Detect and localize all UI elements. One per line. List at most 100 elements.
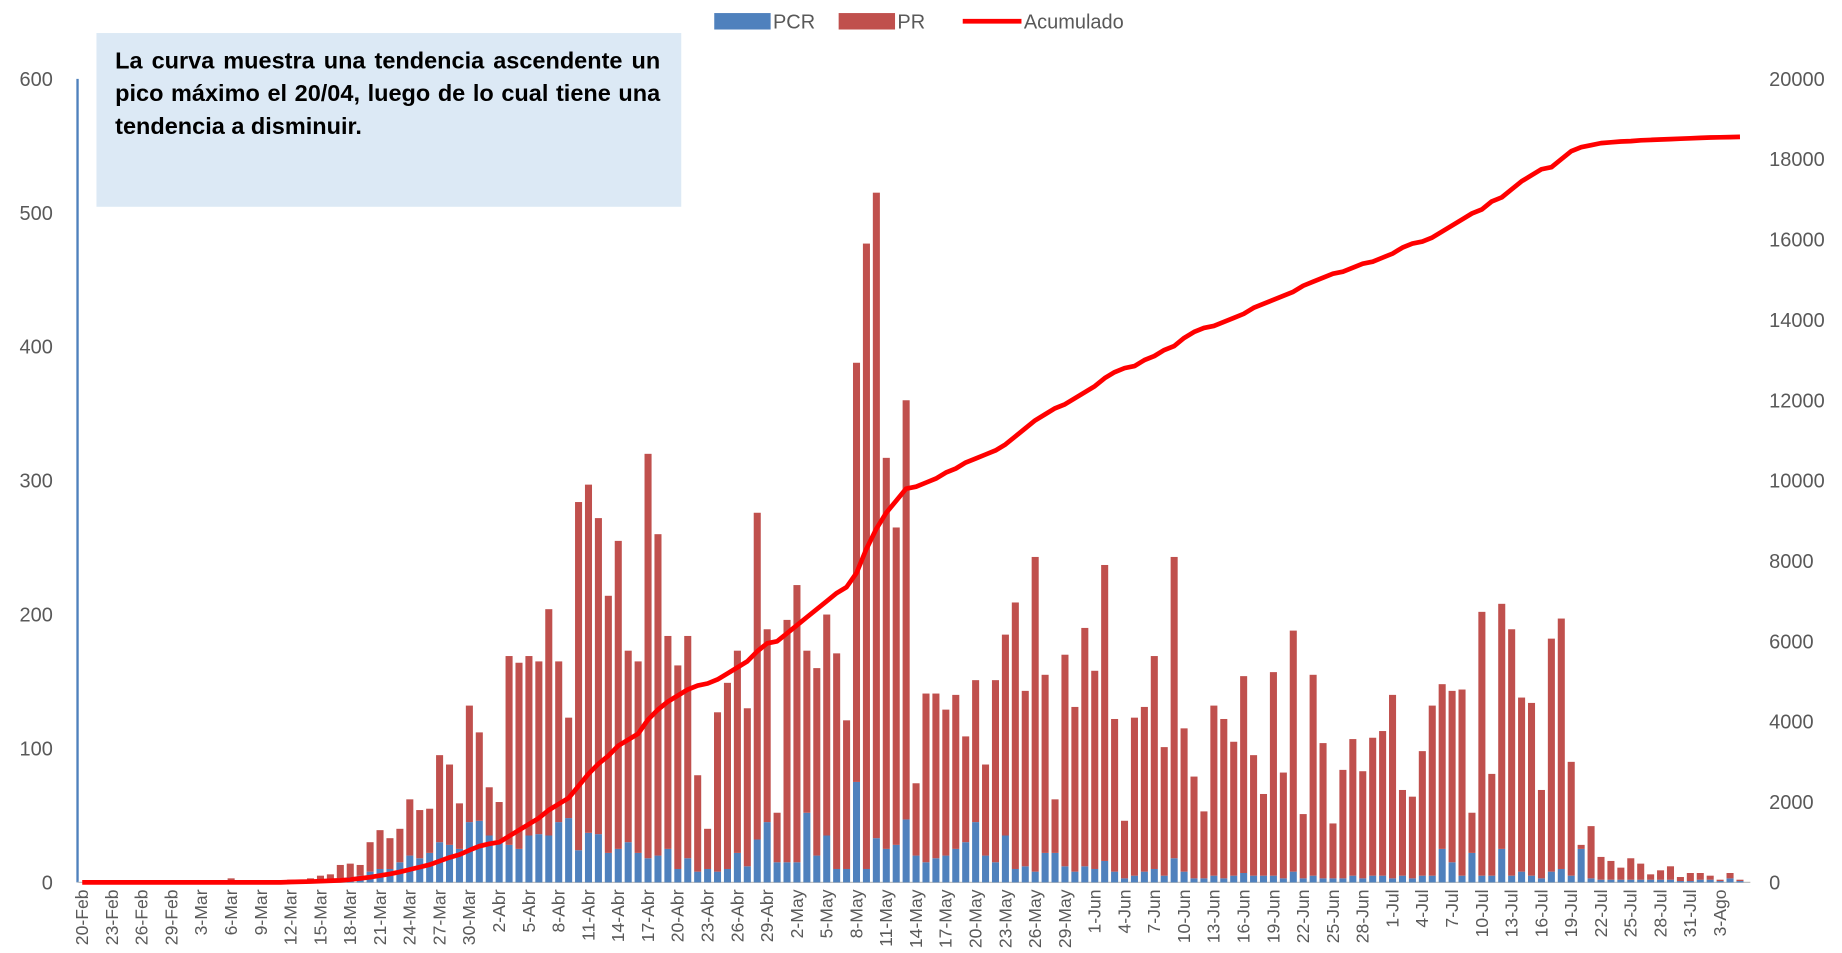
- bar-pr: [922, 693, 930, 863]
- bar-pr: [386, 838, 394, 869]
- bar-pcr: [634, 852, 642, 883]
- bar-pcr: [1130, 875, 1138, 883]
- bar-pr: [654, 534, 662, 856]
- x-tick-label: 16-Jul: [1531, 889, 1551, 937]
- bar-pcr: [1557, 868, 1565, 883]
- x-tick-label: 7-Jun: [1144, 889, 1164, 933]
- x-tick-label: 20-Feb: [72, 889, 92, 945]
- bar-pcr: [922, 862, 930, 883]
- x-tick-label: 14-May: [906, 889, 926, 948]
- bar-pcr: [1607, 879, 1615, 883]
- bar-pr: [1726, 872, 1734, 879]
- x-tick-label: 13-Jun: [1204, 889, 1224, 943]
- bar-pcr: [962, 842, 970, 883]
- x-tick-label: 7-Jul: [1442, 889, 1462, 927]
- bar-pcr: [1269, 875, 1277, 883]
- bar-pcr: [684, 858, 692, 883]
- bar-pcr: [515, 848, 523, 883]
- x-tick-label: 26-Feb: [132, 889, 152, 945]
- bar-pr: [555, 661, 563, 823]
- x-tick-label: 20-Abr: [668, 889, 688, 942]
- x-tick-label: 18-Mar: [340, 889, 360, 945]
- bar-pcr: [1001, 835, 1009, 883]
- annotation: La curva muestra una tendencia ascendent…: [96, 33, 682, 207]
- bar-pcr: [1428, 875, 1436, 883]
- bar-pr: [1557, 618, 1565, 869]
- bar-pr: [1379, 731, 1387, 876]
- bar-pr: [525, 656, 533, 836]
- bar-pr: [565, 717, 573, 819]
- bar-pr: [1349, 739, 1357, 876]
- bar-pcr: [872, 838, 880, 883]
- bar-pcr: [1180, 871, 1188, 883]
- bar-pcr: [912, 855, 920, 883]
- bar-pcr: [793, 862, 801, 883]
- bar-pcr: [982, 855, 990, 883]
- bar-pr: [1597, 856, 1605, 880]
- bar-pcr: [694, 871, 702, 883]
- bar-pr: [326, 874, 334, 880]
- bar-pcr: [1289, 871, 1297, 883]
- bar-pr: [1180, 728, 1188, 872]
- legend-label: PCR: [773, 11, 815, 33]
- bar-pr: [1111, 718, 1119, 872]
- bar-pr: [1160, 747, 1168, 876]
- bar-pr: [783, 619, 791, 863]
- bar-pr: [694, 775, 702, 872]
- bar-pcr: [783, 862, 791, 883]
- bar-pr: [1587, 826, 1595, 879]
- bar-pcr: [852, 781, 861, 883]
- bar-pr: [1329, 823, 1337, 879]
- y2-tick-label: 8000: [1769, 551, 1813, 573]
- bar-pcr: [1121, 878, 1129, 883]
- bar-pcr: [1726, 878, 1734, 883]
- y2-tick-label: 14000: [1769, 310, 1825, 332]
- bar-pr: [1577, 844, 1585, 849]
- y-tick-label: 600: [20, 69, 53, 91]
- x-tick-label: 11-May: [876, 889, 896, 947]
- bar-pr: [1259, 793, 1268, 876]
- bar-pr: [584, 484, 593, 833]
- bar-pr: [336, 864, 344, 879]
- bar-pcr: [1101, 860, 1109, 883]
- y-tick-label: 0: [42, 872, 53, 894]
- y-tick-label: 200: [20, 605, 53, 627]
- bar-pcr: [1210, 875, 1218, 883]
- bar-pcr: [813, 855, 821, 883]
- bar-pr: [793, 585, 801, 863]
- bar-pcr: [1190, 878, 1198, 883]
- y2-tick-label: 12000: [1769, 390, 1825, 412]
- bar-pcr: [1091, 868, 1099, 883]
- bar-pr: [1438, 684, 1446, 849]
- x-tick-label: 13-Jul: [1502, 889, 1522, 937]
- bar-pr: [1637, 863, 1645, 880]
- bar-pr: [604, 595, 612, 853]
- bar-pcr: [614, 848, 622, 883]
- bar-pr: [624, 650, 632, 843]
- bar-pcr: [1666, 879, 1675, 883]
- bar-pr: [892, 527, 900, 845]
- y2-tick-label: 16000: [1769, 230, 1825, 252]
- bar-pr: [1170, 556, 1178, 859]
- bar-pr: [1468, 812, 1476, 853]
- bar-pr: [1031, 556, 1039, 872]
- bar-pr: [1150, 656, 1158, 869]
- bar-pcr: [823, 835, 831, 883]
- bar-pcr: [644, 858, 652, 883]
- y2-tick-label: 20000: [1769, 69, 1825, 91]
- bar-pr: [733, 650, 741, 853]
- bar-pr: [1230, 741, 1238, 876]
- bar-pcr: [485, 835, 493, 883]
- bar-pcr: [1567, 875, 1575, 883]
- bar-pcr: [1478, 875, 1486, 883]
- bar-pr: [575, 502, 583, 851]
- bar-pr: [1190, 776, 1198, 879]
- bar-pr: [1001, 634, 1009, 836]
- bar-pcr: [1527, 875, 1536, 883]
- bar-pr: [614, 540, 622, 849]
- bar-pcr: [1508, 875, 1516, 883]
- x-tick-label: 5-Abr: [519, 889, 539, 932]
- bar-pr: [1478, 611, 1486, 876]
- bar-pr: [1081, 627, 1089, 867]
- bar-pr: [1200, 811, 1208, 879]
